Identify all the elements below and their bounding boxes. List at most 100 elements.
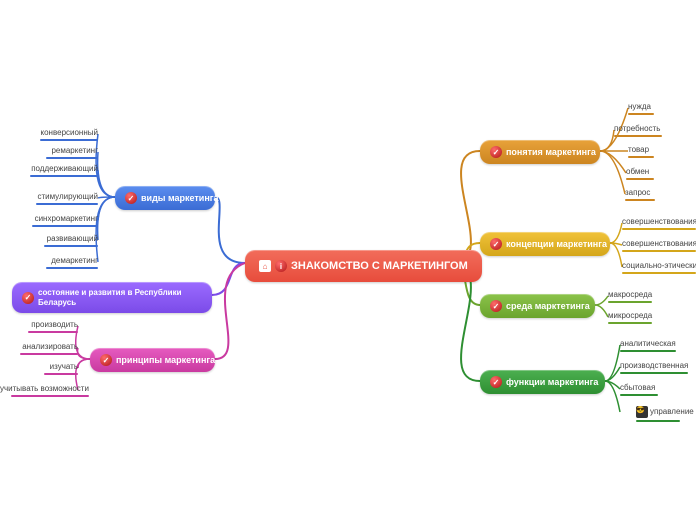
leaf-node[interactable]: потребность	[614, 124, 662, 139]
connector	[605, 367, 620, 381]
check-icon: ✓	[100, 354, 112, 366]
leaf-node[interactable]: макросреда	[608, 290, 652, 305]
leaf-underline	[44, 245, 98, 247]
leaf-label: управление	[650, 407, 694, 416]
leaf-node[interactable]: производственная	[620, 361, 688, 376]
connector	[215, 197, 245, 263]
leaf-node[interactable]: производить	[28, 320, 78, 335]
check-icon: ✓	[22, 292, 34, 304]
leaf-node[interactable]: развивающий	[44, 234, 98, 249]
connector	[600, 130, 614, 151]
leaf-node[interactable]: учитывать возможности	[0, 384, 89, 399]
leaf-label: социально-этический	[622, 261, 696, 270]
leaf-label: поддерживающий	[31, 164, 98, 173]
leaf-underline	[622, 250, 696, 252]
branch-vidy[interactable]: ✓виды маркетинга	[115, 186, 215, 210]
connector	[98, 197, 115, 240]
leaf-underline	[20, 353, 78, 355]
connector	[610, 243, 622, 245]
leaf-node[interactable]: стимулирующий	[36, 192, 98, 207]
leaf-node[interactable]: поддерживающий	[30, 164, 98, 179]
leaf-underline	[608, 322, 652, 324]
branch-label: состояние и развития в Республики Белару…	[38, 288, 202, 307]
leaf-node[interactable]: ремаркетинг	[46, 146, 98, 161]
connector	[96, 197, 115, 262]
home-icon: ⌂	[259, 260, 271, 272]
connector	[605, 381, 620, 412]
branch-label: функции маркетинга	[506, 377, 598, 387]
connector	[455, 151, 480, 263]
leaf-node[interactable]: совершенствования то	[622, 217, 696, 232]
leaf-underline	[620, 350, 676, 352]
leaf-label: микросреда	[608, 311, 652, 320]
leaf-label: нужда	[628, 102, 651, 111]
leaf-underline	[28, 331, 78, 333]
branch-label: среда марктетинга	[506, 301, 590, 311]
connector	[610, 243, 622, 267]
connector	[610, 223, 622, 243]
connector	[98, 197, 115, 220]
leaf-label: аналитическая	[620, 339, 676, 348]
leaf-node[interactable]: социально-этический	[622, 261, 696, 276]
leaf-label: синхромаркетинг	[35, 214, 98, 223]
branch-sreda[interactable]: ✓ среда марктетинга	[480, 294, 595, 318]
check-icon: ✓	[490, 238, 502, 250]
connector	[212, 263, 245, 295]
leaf-underline	[40, 139, 98, 141]
connector	[595, 305, 608, 317]
check-icon: ✓	[125, 192, 137, 204]
info-icon: i	[275, 260, 287, 272]
connector	[605, 345, 620, 381]
connector	[605, 381, 620, 389]
connector	[96, 134, 115, 197]
branch-koncepcii[interactable]: ✓ концепции маркетинга	[480, 232, 610, 256]
root-node[interactable]: ⌂ i ЗНАКОМСТВО С МАРКЕТИНГОМ	[245, 250, 482, 282]
leaf-underline	[30, 175, 98, 177]
leaf-node[interactable]: аналитическая	[620, 339, 676, 354]
leaf-label: учитывать возможности	[0, 384, 89, 393]
leaf-node[interactable]: анализировать	[20, 342, 78, 357]
connector	[78, 359, 90, 368]
leaf-node[interactable]: синхромаркетинг	[32, 214, 98, 229]
leaf-underline	[626, 178, 654, 180]
leaf-underline	[614, 135, 662, 137]
check-icon: ✓	[490, 300, 502, 312]
connector	[98, 197, 115, 198]
leaf-label: ремаркетинг	[51, 146, 98, 155]
branch-principy[interactable]: ✓принципы маркетинга	[90, 348, 215, 372]
leaf-label: товар	[628, 145, 649, 154]
branch-sostoyanie[interactable]: ✓ состояние и развития в Республики Белар…	[12, 282, 212, 313]
leaf-underline	[622, 228, 696, 230]
leaf-underline	[620, 394, 658, 396]
connector	[215, 263, 245, 359]
leaf-label: совершенствования пр	[622, 239, 696, 248]
leaf-node[interactable]: совершенствования пр	[622, 239, 696, 254]
leaf-node[interactable]: запрос	[625, 188, 655, 203]
leaf-label: потребность	[614, 124, 660, 133]
leaf-underline	[46, 267, 98, 269]
connector	[600, 151, 626, 173]
leaf-node[interactable]: сбытовая	[620, 383, 658, 398]
root-label: ЗНАКОМСТВО С МАРКЕТИНГОМ	[291, 260, 468, 272]
leaf-underline	[622, 272, 696, 274]
leaf-node[interactable]: товар	[628, 145, 654, 160]
branch-funkcii[interactable]: ✓функции маркетинга	[480, 370, 605, 394]
connector	[98, 152, 115, 197]
leaf-node[interactable]: конверсионный	[40, 128, 98, 143]
branch-label: понятия маркетинга	[506, 147, 596, 157]
leaf-label: совершенствования то	[622, 217, 696, 226]
leaf-node[interactable]: нужда	[628, 102, 654, 117]
leaf-label: запрос	[625, 188, 650, 197]
leaf-label: конверсионный	[41, 128, 99, 137]
connector	[600, 151, 625, 194]
leaf-node[interactable]: микросреда	[608, 311, 652, 326]
leaf-node[interactable]: изучать	[44, 362, 78, 377]
leaf-node[interactable]: 😎управление	[636, 406, 694, 424]
branch-ponyatiya[interactable]: ✓понятия маркетинга	[480, 140, 600, 164]
leaf-underline	[628, 156, 654, 158]
leaf-node[interactable]: обмен	[626, 167, 654, 182]
leaf-node[interactable]: демаркетинг	[46, 256, 98, 271]
leaf-label: анализировать	[22, 342, 78, 351]
branch-label: концепции маркетинга	[506, 239, 607, 249]
connector	[98, 170, 115, 197]
